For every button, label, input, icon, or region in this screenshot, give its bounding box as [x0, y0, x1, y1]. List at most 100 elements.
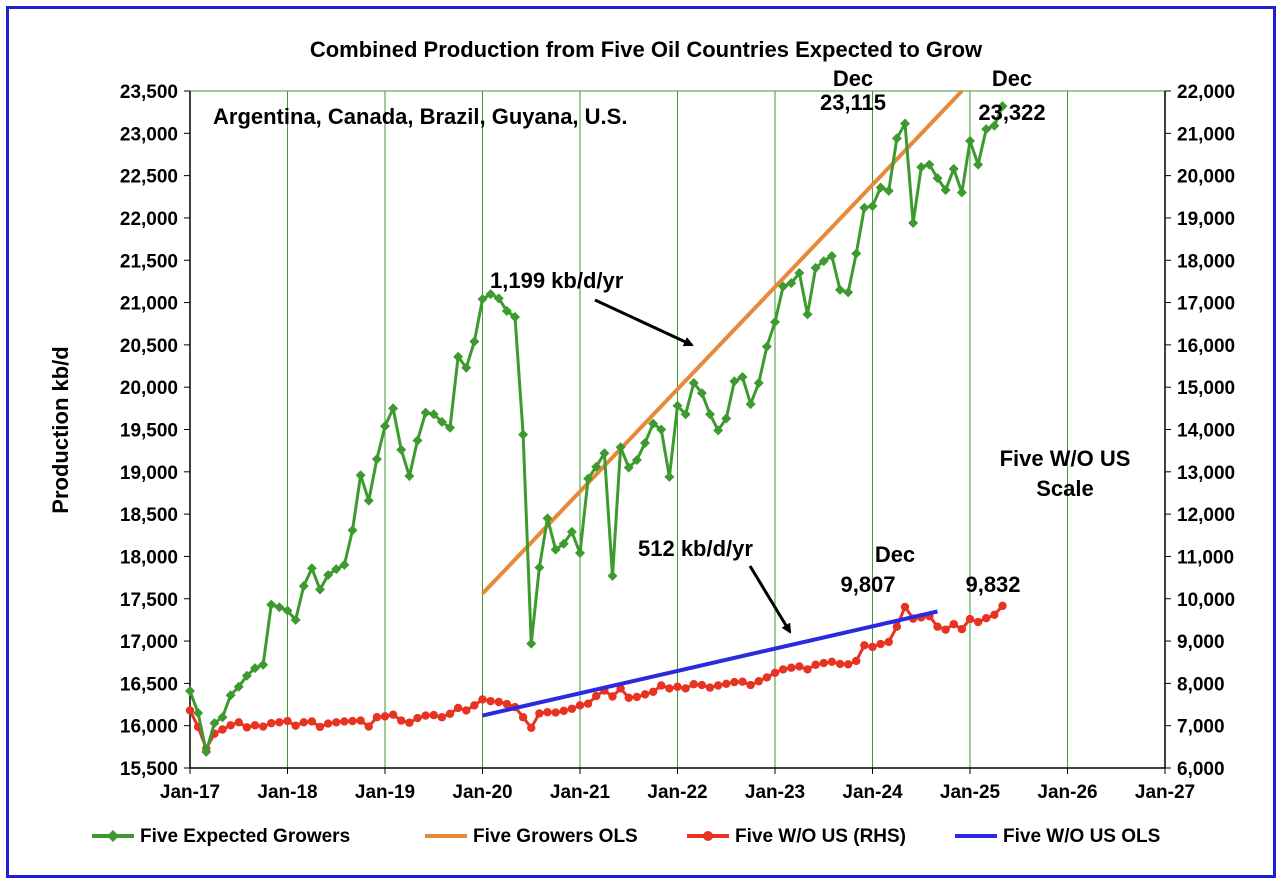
right-tick-label: 8,000 [1177, 674, 1225, 695]
legend-label: Five W/O US (RHS) [735, 826, 906, 847]
series-wo-us-point [722, 679, 731, 688]
series-wo-us-point [307, 717, 317, 726]
series-growers-point [339, 559, 350, 570]
series-growers-point [306, 563, 317, 574]
right-tick-label: 19,000 [1177, 209, 1235, 230]
series-wo-us-point [502, 699, 512, 709]
x-tick-label: Jan-17 [160, 782, 220, 803]
series-growers-point [721, 413, 732, 424]
series-wo-us-point [388, 710, 398, 719]
series-growers-point [266, 599, 277, 610]
right-tick-label: 14,000 [1177, 421, 1235, 442]
series-wo-us-point [478, 695, 487, 704]
annotation-peak-growers-month: Dec [833, 66, 873, 91]
series-growers-point [859, 202, 870, 213]
right-tick-label: 20,000 [1177, 167, 1235, 188]
series-wo-us-point [795, 662, 804, 671]
series-wo-us-point [267, 718, 276, 728]
series-wo-us-point [973, 617, 983, 627]
series-growers-point [599, 448, 610, 459]
series-growers-point [875, 182, 886, 193]
series-growers-point [835, 284, 845, 295]
series-growers-point [940, 185, 951, 196]
series-growers-point [818, 256, 829, 267]
chart-title: Combined Production from Five Oil Countr… [310, 37, 983, 62]
series-wo-us-point [884, 637, 893, 647]
series-growers-point [924, 159, 935, 170]
series-wo-us-point [990, 610, 999, 620]
series-growers-point [981, 124, 992, 135]
series-wo-us-point [323, 719, 333, 728]
arrow-wo-us [748, 565, 792, 634]
series-wo-us-point [218, 725, 227, 734]
series-growers-point [973, 159, 984, 170]
right-tick-label: 17,000 [1177, 294, 1235, 315]
series-growers-point [404, 471, 415, 482]
series-wo-us-point [827, 657, 837, 666]
series-growers-point [355, 470, 366, 481]
series-growers-point [770, 317, 780, 328]
series-growers-point [680, 409, 691, 420]
series-growers-point [428, 409, 439, 420]
series-wo-us-point [876, 639, 885, 649]
right-tick-label: 21,000 [1177, 124, 1235, 145]
series-wo-us-point [559, 706, 568, 716]
series-growers-point [989, 120, 1000, 131]
x-tick-label: Jan-26 [1037, 782, 1097, 803]
series-wo-us-point [648, 687, 658, 697]
series-wo-us-point [949, 619, 958, 629]
annotation-last-growers-month: Dec [992, 66, 1032, 91]
series-growers-point [883, 185, 894, 196]
left-tick-label: 23,000 [120, 124, 178, 145]
series-growers-point [274, 602, 285, 613]
series-growers-point [640, 438, 650, 449]
series-wo-us-point [250, 721, 260, 730]
series-wo-us-point [405, 718, 414, 727]
x-tick-label: Jan-25 [940, 782, 1001, 803]
series-wo-us-point [811, 660, 820, 669]
series-wo-us-point [730, 677, 739, 687]
series-growers-point [810, 262, 821, 273]
series-wo-us-point [413, 713, 422, 723]
series-wo-us-point [527, 723, 536, 733]
series-wo-us-point [429, 710, 438, 720]
arrow-growers [594, 298, 694, 347]
annotation-last-wo-value: 9,832 [965, 572, 1020, 597]
series-wo-us-point [551, 708, 560, 717]
series-wo-us-point [713, 681, 723, 690]
series-wo-us-point [567, 704, 577, 713]
series-growers-point [802, 309, 813, 320]
annotation-peak-wo-month: Dec [875, 542, 915, 567]
left-tick-label: 16,500 [120, 674, 178, 695]
series-wo-us-point [624, 693, 633, 702]
series-growers-point [347, 525, 358, 536]
series-wo-us-point [494, 697, 503, 707]
series-wo-us-point [778, 665, 788, 674]
series-wo-us-point [843, 660, 853, 669]
series-wo-us-point [299, 718, 308, 727]
left-tick-label: 22,500 [120, 167, 178, 188]
right-tick-label: 18,000 [1177, 251, 1235, 272]
series-wo-us-point [860, 641, 869, 650]
left-tick-label: 20,000 [120, 378, 178, 399]
series-wo-us-point [348, 716, 357, 726]
series-wo-us-point [657, 681, 666, 690]
series-wo-us-point [535, 709, 544, 718]
series-growers-point [648, 418, 659, 429]
series-wo-us-point [226, 721, 235, 730]
series-wo-us-point [965, 614, 975, 624]
series-wo-us-point [697, 680, 707, 690]
series-wo-us-point [754, 677, 763, 686]
series-growers-point [623, 462, 634, 473]
legend-label: Five Expected Growers [140, 826, 350, 847]
series-wo-us-point [364, 722, 373, 731]
series-wo-us-point [242, 723, 252, 732]
series-growers-point [566, 526, 577, 537]
series-growers-point [461, 362, 472, 373]
right-tick-label: 12,000 [1177, 505, 1235, 526]
x-tick-label: Jan-23 [745, 782, 805, 803]
legend-swatch-marker [107, 830, 119, 842]
series-growers-point [631, 454, 642, 465]
series-growers-point [436, 416, 447, 427]
